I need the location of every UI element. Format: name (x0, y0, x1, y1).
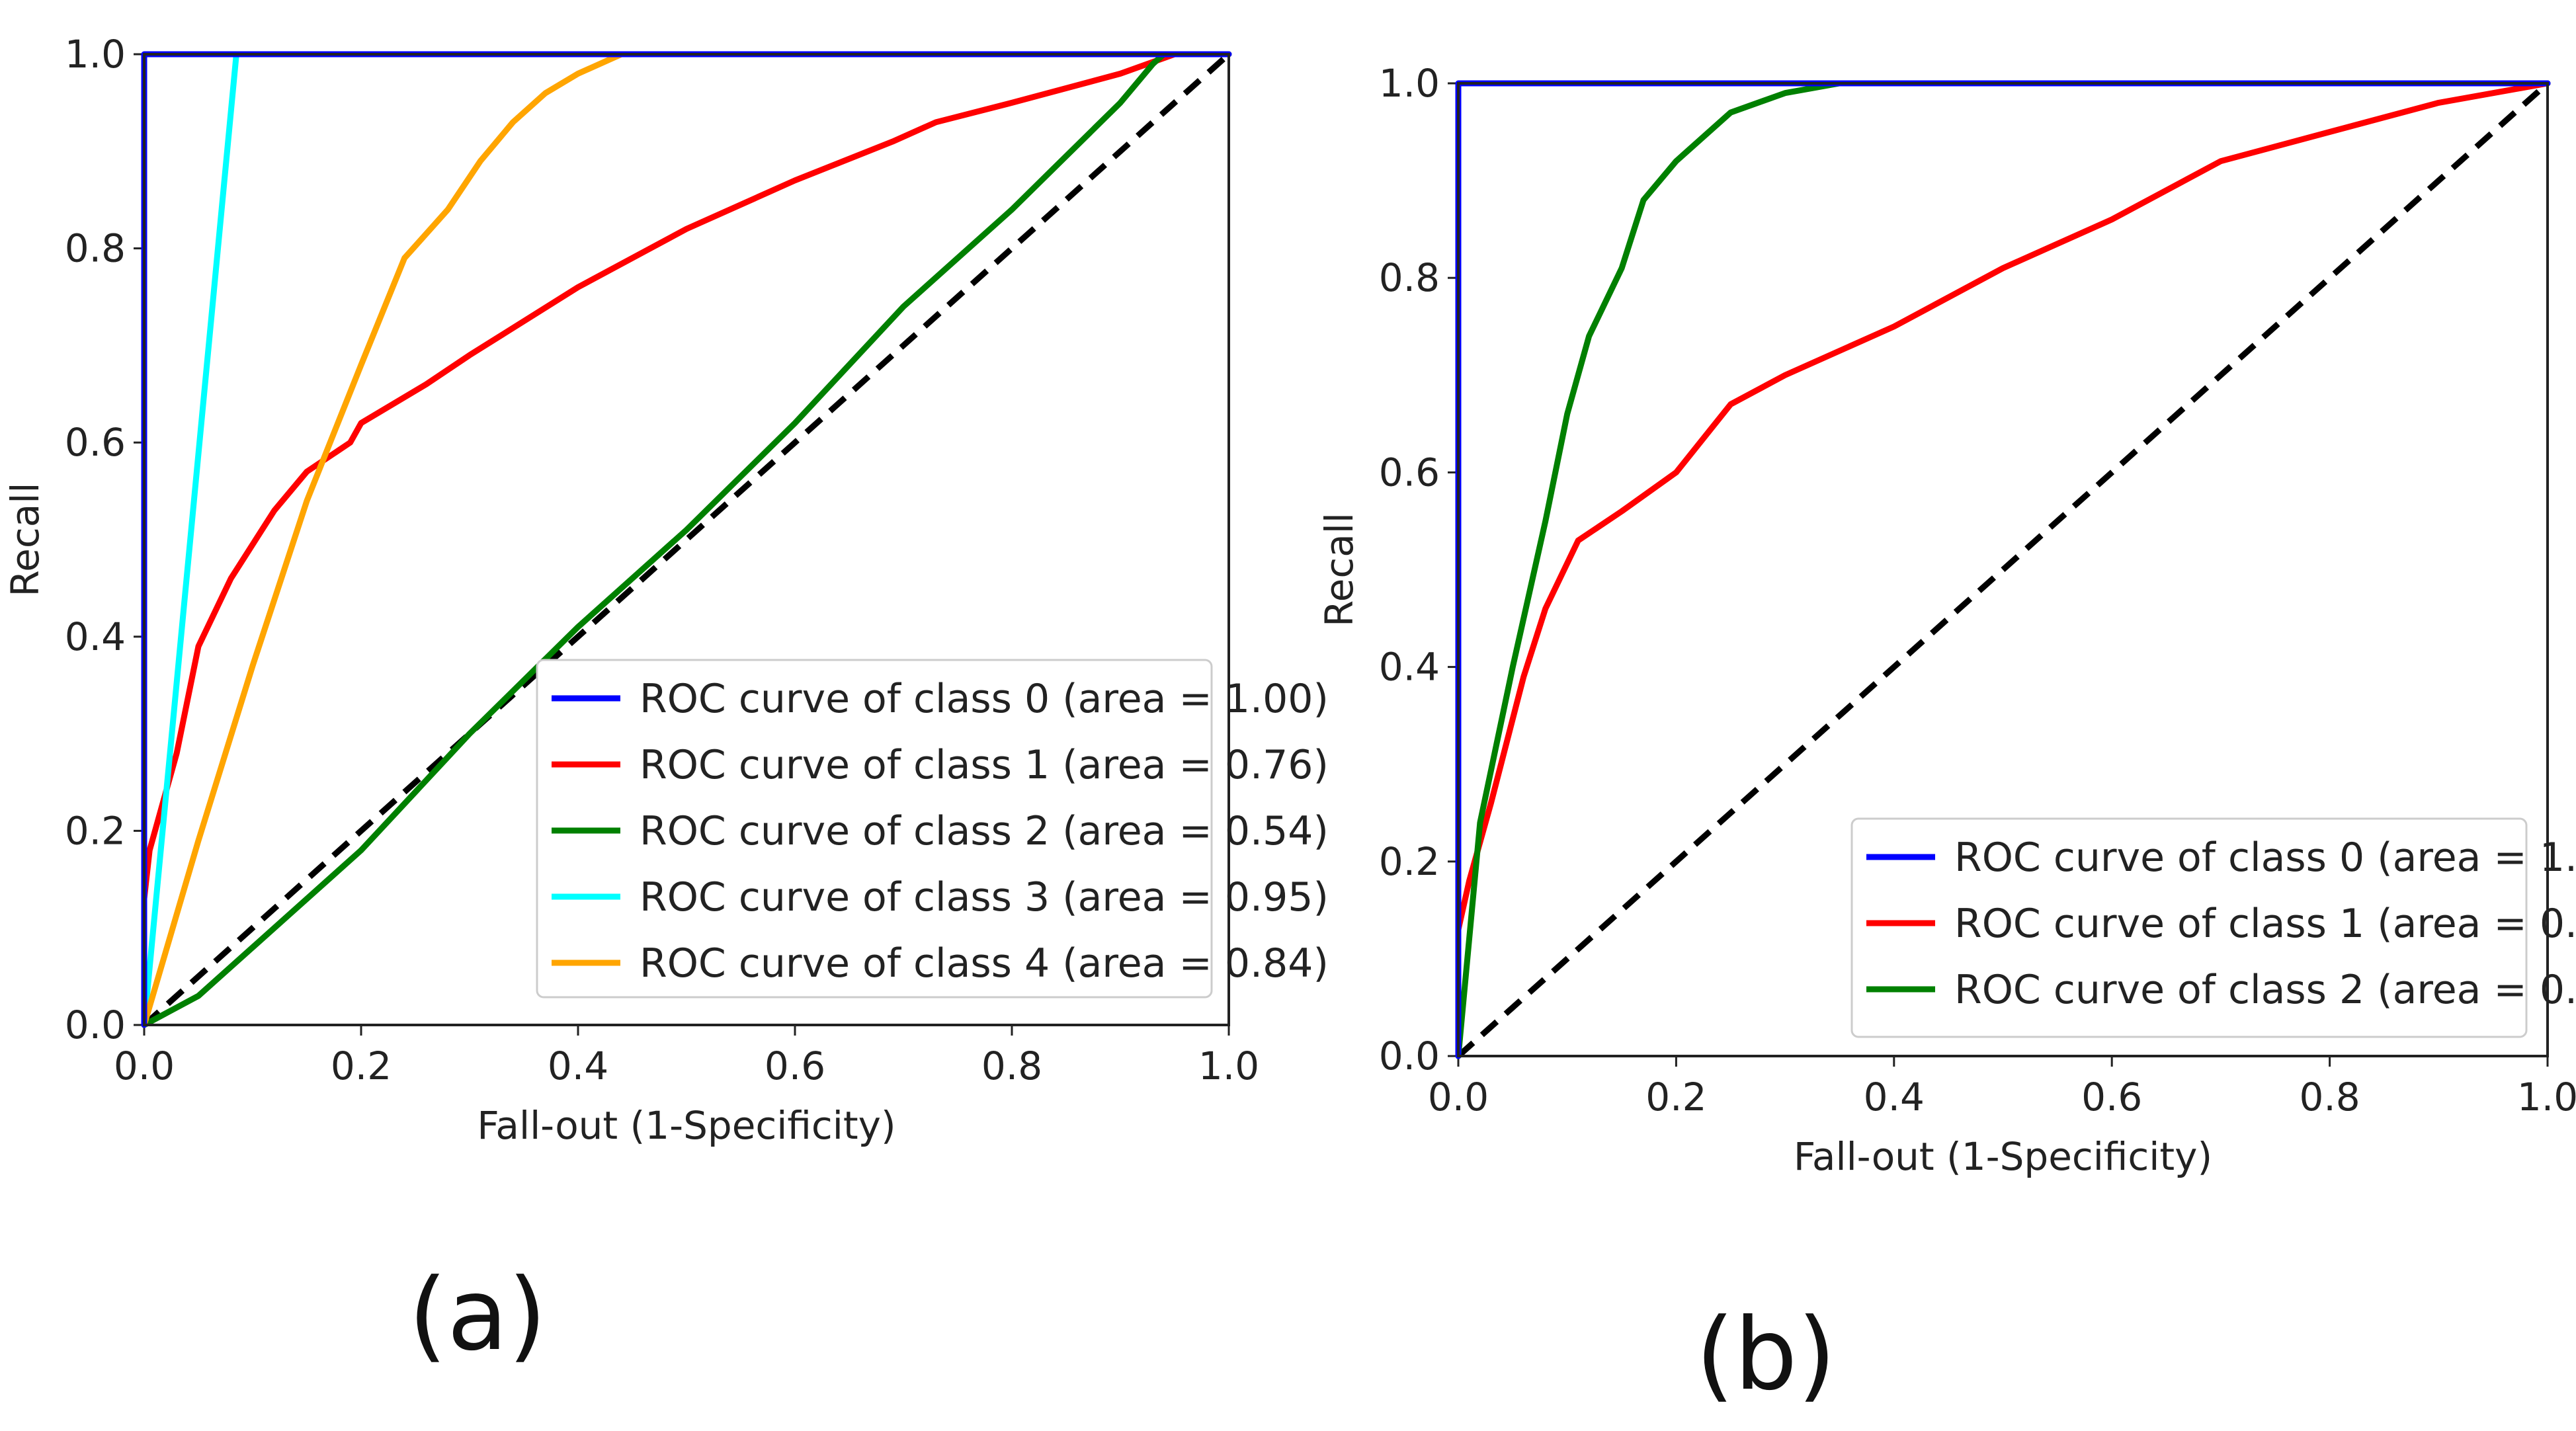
chart-1-y-tick-label: 0.6 (65, 420, 126, 465)
chart-2-y-tick-label: 0.0 (1379, 1034, 1440, 1079)
chart-2-x-tick-label: 0.2 (1645, 1075, 1706, 1120)
chart-1-panel-label: (a) (409, 1258, 547, 1373)
chart-1-x-tick-label: 0.2 (331, 1043, 392, 1088)
chart-1-legend-entry-class-2: ROC curve of class 2 (area = 0.54) (640, 808, 1329, 854)
chart-2-y-tick-label: 0.4 (1379, 645, 1440, 690)
chart-2-y-axis-label: Recall (1317, 512, 1362, 627)
chart-2-legend: ROC curve of class 0 (area = 1.00) ROC cu… (1850, 817, 2576, 1038)
chart-1-series-class-2-line (141, 51, 1232, 1028)
chart-2-x-tick-label: 0.6 (2081, 1075, 2142, 1120)
chart-1-y-tick-label: 0.4 (65, 614, 126, 659)
chart-1-legend-entry-class-4: ROC curve of class 4 (area = 0.84) (640, 940, 1329, 987)
chart-2-legend-entry-class-0: ROC curve of class 0 (area = 1.00) (1954, 835, 2576, 881)
chart-2-x-tick-label: 1.0 (2517, 1075, 2576, 1120)
chart-2-axes-frame (1457, 82, 2549, 1057)
chart-2-legend-entry-class-1: ROC curve of class 1 (area = 0.77) (1954, 901, 2576, 947)
panel-a: 0.0 0.2 0.4 0.6 0.8 1.0 0.0 0.2 0.4 0.6 0.8 1.0 Fall… (3, 32, 1329, 1373)
chart-1-y-tick-label: 0.8 (65, 226, 126, 271)
chart-1-x-tick-label: 0.8 (981, 1043, 1042, 1088)
chart-1-x-tick-label: 0.0 (114, 1043, 175, 1088)
chart-2-y-tick-label: 1.0 (1379, 61, 1440, 106)
chart-1-y-axis-label: Recall (3, 482, 48, 596)
chart-2-x-tick-label: 0.4 (1864, 1075, 1925, 1120)
chart-1-legend: ROC curve of class 0 (area = 1.00) ROC cu… (536, 659, 1329, 999)
chart-2-legend-box (1850, 817, 2528, 1038)
chart-2-diagonal-reference-line (1456, 81, 2550, 1059)
chart-2-x-tick-label: 0.0 (1428, 1075, 1489, 1120)
chart-1-x-axis-label: Fall-out (1-Specificity) (477, 1103, 895, 1148)
chart-1-series-class-4-line (141, 51, 1232, 1028)
chart-2-x-axis-label: Fall-out (1-Specificity) (1794, 1134, 2212, 1179)
chart-2-y-tick-label: 0.6 (1379, 450, 1440, 495)
chart-1-legend-box (536, 659, 1213, 999)
chart-1-y-tick-label: 0.2 (65, 808, 126, 853)
chart-1-axes-frame (143, 53, 1230, 1026)
chart-2-y-tick-label: 0.2 (1379, 839, 1440, 884)
chart-1-x-tick-label: 0.4 (548, 1043, 608, 1088)
chart-1-legend-entry-class-0: ROC curve of class 0 (area = 1.00) (640, 676, 1329, 722)
chart-2-series-class-2-line (1455, 80, 2551, 1059)
chart-2-series-class-1-line (1455, 80, 2551, 933)
chart-2-legend-entry-class-2: ROC curve of class 2 (area = 0.91) (1954, 967, 2576, 1013)
chart-2-x-tick-label: 0.8 (2299, 1075, 2360, 1120)
chart-1-legend-entry-class-1: ROC curve of class 1 (area = 0.76) (640, 742, 1329, 788)
chart-1-y-tick-label: 0.0 (65, 1002, 126, 1047)
chart-2-panel-label: (b) (1696, 1297, 1836, 1412)
chart-1-x-tick-label: 0.6 (765, 1043, 825, 1088)
chart-1-x-tick-label: 1.0 (1198, 1043, 1259, 1088)
chart-1-diagonal-reference-line (142, 52, 1231, 1028)
panel-b: 0.0 0.2 0.4 0.6 0.8 1.0 0.0 0.2 0.4 0.6 0.8 1.0 Fall… (1317, 61, 2576, 1412)
chart-1-y-tick-label: 1.0 (65, 32, 126, 77)
chart-1-legend-entry-class-3: ROC curve of class 3 (area = 0.95) (640, 874, 1329, 920)
chart-2-y-tick-label: 0.8 (1379, 255, 1440, 300)
chart-1-series-class-1-line (141, 51, 1232, 902)
